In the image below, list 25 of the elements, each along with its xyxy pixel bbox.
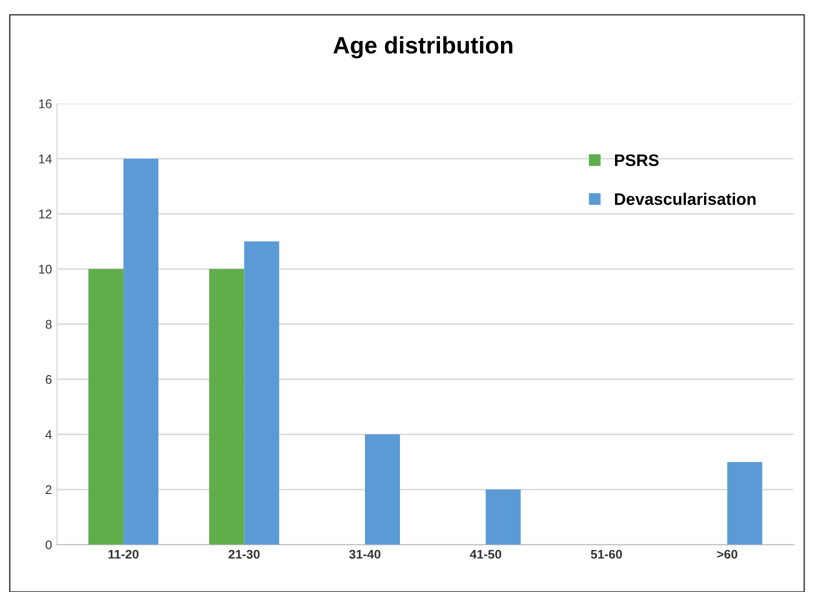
bar xyxy=(209,268,244,545)
x-tick-label: 11-20 xyxy=(108,550,139,559)
y-tick-label: 14 xyxy=(39,154,52,164)
bar xyxy=(364,434,400,545)
x-tick-label: 41-50 xyxy=(470,550,502,559)
bar xyxy=(244,241,280,545)
bar xyxy=(88,268,124,545)
x-tick-label: 21-30 xyxy=(228,550,260,559)
x-tick-label: 51-60 xyxy=(590,550,622,559)
y-tick-label: 4 xyxy=(45,430,52,439)
bar xyxy=(123,158,158,545)
chart-title: Age distribution xyxy=(333,36,512,58)
legend-label: PSRS xyxy=(615,154,659,166)
y-tick-label: 16 xyxy=(39,99,52,108)
y-tick-label: 10 xyxy=(39,264,52,274)
legend-label: Devascularisation xyxy=(615,192,756,205)
bar xyxy=(486,490,521,545)
y-tick-label: 6 xyxy=(46,375,52,384)
x-tick-label: 31-40 xyxy=(349,550,380,559)
bar xyxy=(727,462,762,545)
y-tick-label: 12 xyxy=(39,210,52,218)
y-tick-label: 8 xyxy=(46,320,52,329)
y-tick-label: 2 xyxy=(46,485,52,494)
y-tick-label: 0 xyxy=(46,540,52,550)
x-tick-label: >60 xyxy=(717,550,738,559)
